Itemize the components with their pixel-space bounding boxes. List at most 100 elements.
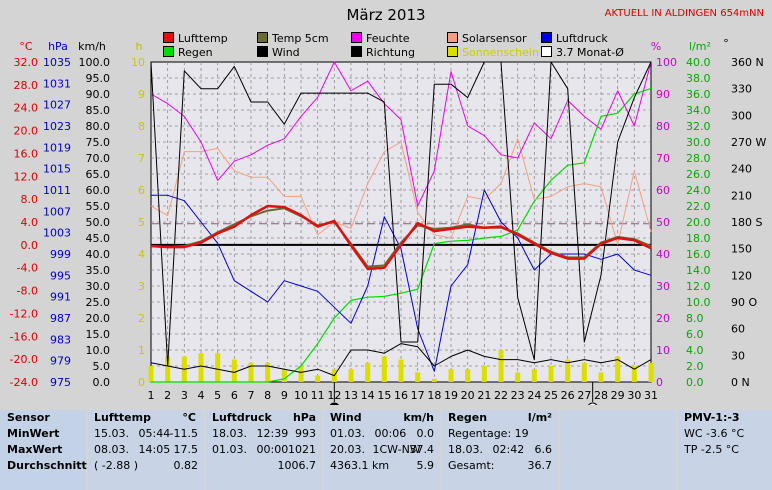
tick-day: 25 — [544, 389, 558, 402]
sunshine-bar — [265, 362, 271, 382]
sunshine-bar — [315, 375, 321, 382]
sunshine-bar — [381, 356, 387, 382]
sunshine-bar — [198, 353, 204, 382]
sunshine-bar — [515, 372, 521, 382]
tick-direction: 90 O — [731, 296, 757, 309]
legend-item: 3.7 Monat-Ø — [541, 46, 624, 59]
tick-rain: 16.0 — [686, 248, 711, 261]
legend-swatch — [447, 32, 458, 43]
tick-hours: 7 — [138, 152, 145, 165]
tick-direction: 240 — [731, 163, 752, 176]
tick-kmh: 55.0 — [86, 200, 111, 213]
sunshine-bar — [148, 366, 154, 382]
legend-label: Wind — [272, 46, 300, 59]
tick-kmh: 80.0 — [86, 120, 111, 133]
axis-unit-celsius: °C — [19, 40, 33, 53]
tick-rain: 38.0 — [686, 72, 711, 85]
tick-day: 1 — [148, 389, 155, 402]
stats-rain-days: Regentage: 19 — [448, 427, 529, 440]
legend-swatch — [257, 32, 268, 43]
tick-rain: 2.0 — [686, 360, 704, 373]
stats-wind-min: 01.03. 00:06 0.0 — [330, 427, 434, 440]
tick-direction: 330 — [731, 83, 752, 96]
rain-line — [151, 87, 652, 383]
tick-kmh: 50.0 — [86, 216, 111, 229]
tick-percent: 50 — [656, 216, 670, 229]
sunshine-bar — [365, 362, 371, 382]
legend-swatch — [447, 46, 458, 57]
sunshine-bar — [348, 369, 354, 382]
legend-item: Regen — [163, 46, 213, 59]
stats-row-min-label: MinWert — [7, 427, 60, 440]
legend-label: Lufttemp — [178, 32, 228, 45]
tick-kmh: 45.0 — [86, 232, 111, 245]
tick-rain: 10.0 — [686, 296, 711, 309]
tick-celsius: 0.0 — [21, 239, 39, 252]
tick-kmh: 25.0 — [86, 296, 111, 309]
tick-percent: 80 — [656, 120, 670, 133]
sunshine-bar — [565, 359, 571, 382]
legend-swatch — [351, 32, 362, 43]
legend-swatch — [351, 46, 362, 57]
tick-day: 13 — [344, 389, 358, 402]
sunshine-bar — [398, 359, 404, 382]
tick-kmh: 15.0 — [86, 328, 111, 341]
tick-hours: 6 — [138, 184, 145, 197]
stats-pmv-column: PMV-1:-3 WC -3.6 °C TP -2.5 °C — [678, 410, 772, 490]
sunshine-bar — [431, 378, 437, 382]
tick-day: 7 — [248, 389, 255, 402]
direction-line — [150, 61, 652, 367]
stats-pmv-tp: TP -2.5 °C — [684, 443, 739, 456]
tick-day: 9 — [281, 389, 288, 402]
sunshine-bar — [548, 366, 554, 382]
tick-day: 3 — [181, 389, 188, 402]
stats-pressure-header: Luftdruck — [212, 411, 272, 424]
tick-hpa: 1011 — [43, 184, 71, 197]
tick-celsius: 28.0 — [14, 79, 39, 92]
tick-day: 15 — [377, 389, 391, 402]
axis-unit-kmh: km/h — [78, 40, 106, 53]
new-moon-icon — [329, 402, 339, 405]
sunshine-bar — [465, 369, 471, 382]
live-location-label: AKTUELL IN ALDINGEN 654mNN — [604, 8, 764, 19]
sunshine-bar — [448, 369, 454, 382]
legend-item: Richtung — [351, 46, 415, 59]
legend-label: Solarsensor — [462, 32, 527, 45]
legend-label: Feuchte — [366, 32, 410, 45]
tick-day: 18 — [427, 389, 441, 402]
stats-wind-avg: 4363.1 km 5.9 — [330, 459, 434, 472]
tick-hours: 1 — [138, 344, 145, 357]
tick-day: 5 — [214, 389, 221, 402]
tick-day: 26 — [561, 389, 575, 402]
stats-pressure-max: 01.03. 00:00 1021 — [212, 443, 316, 456]
stats-sensor-header: Sensor — [7, 411, 50, 424]
tick-percent: 100 — [656, 56, 677, 69]
legend-item: Luftdruck — [541, 32, 608, 45]
chart-title: März 2013 — [346, 6, 426, 24]
sunshine-bar — [631, 366, 637, 382]
legend-item: Solarsensor — [447, 32, 527, 45]
tick-rain: 36.0 — [686, 88, 711, 101]
tick-celsius: 16.0 — [14, 147, 39, 160]
legend-swatch — [257, 46, 268, 57]
stats-row-avg-label: Durchschnitt — [7, 459, 87, 472]
legend-label: Luftdruck — [556, 32, 608, 45]
tick-day: 23 — [511, 389, 525, 402]
stats-row-max-label: MaxWert — [7, 443, 63, 456]
stats-temp-header: Lufttemp — [94, 411, 151, 424]
tick-kmh: 10.0 — [86, 344, 111, 357]
tick-hpa: 999 — [50, 248, 71, 261]
sunshine-bar — [481, 366, 487, 382]
tick-hpa: 991 — [50, 291, 71, 304]
legend-label: Temp 5cm — [272, 32, 329, 45]
tick-day: 17 — [411, 389, 425, 402]
pressure-line — [151, 189, 652, 372]
tick-day: 20 — [461, 389, 475, 402]
tick-rain: 6.0 — [686, 328, 704, 341]
tick-kmh: 60.0 — [86, 184, 111, 197]
stats-rain-total: Gesamt: 36.7 — [448, 459, 552, 472]
tick-day: 4 — [198, 389, 205, 402]
sunshine-bar — [231, 359, 237, 382]
stats-blank-column — [560, 410, 676, 490]
tick-day: 2 — [164, 389, 171, 402]
